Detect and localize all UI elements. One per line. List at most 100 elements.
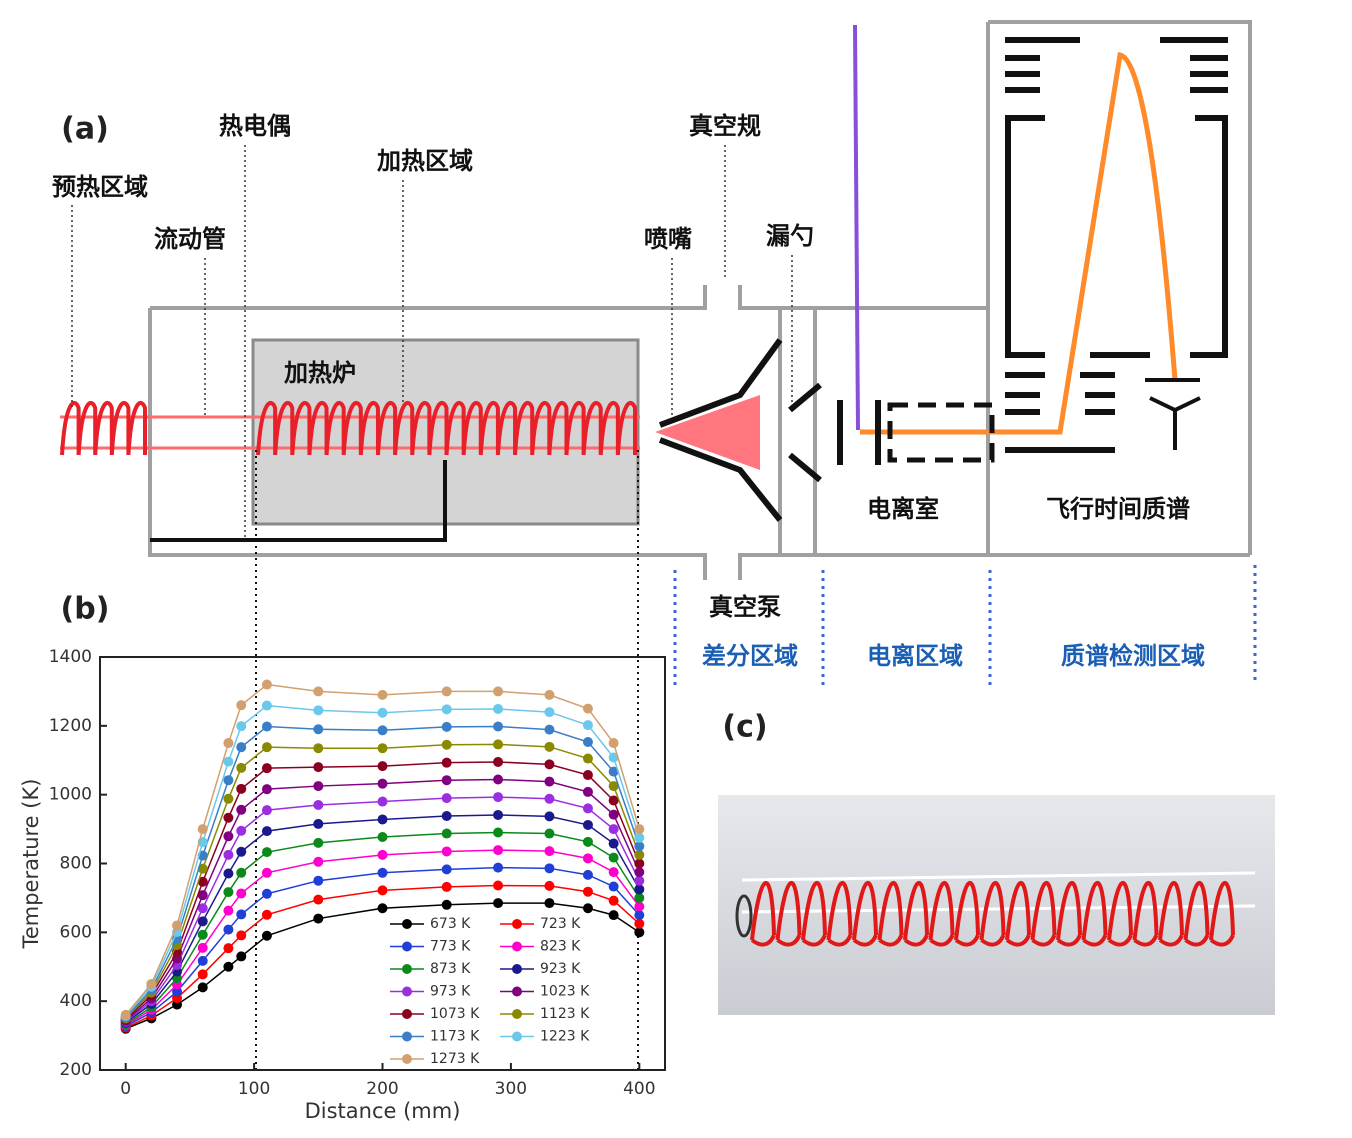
data-point [634, 910, 645, 921]
x-axis-label: Distance (mm) [305, 1099, 461, 1123]
data-point [441, 775, 452, 786]
data-point [261, 679, 272, 690]
data-point [493, 809, 504, 820]
region-divider [673, 565, 1257, 685]
data-point [236, 721, 247, 732]
data-point [236, 783, 247, 794]
coil-turns [60, 401, 147, 456]
guide-line [255, 450, 639, 1070]
data-point [544, 724, 555, 735]
data-point [223, 887, 234, 898]
data-point [441, 721, 452, 732]
legend-label: 1123 K [540, 1006, 590, 1022]
ion-optics [887, 402, 995, 463]
legend-label: 923 K [540, 961, 581, 977]
diagram-label: 流动管 [154, 225, 226, 253]
accelerator [1005, 372, 1115, 453]
data-point [582, 886, 593, 897]
data-point [582, 819, 593, 830]
data-point [377, 831, 388, 842]
diagram-label: 真空规 [689, 112, 761, 140]
beam-head [655, 395, 760, 470]
x-tick-label: 100 [238, 1079, 270, 1099]
data-point [261, 784, 272, 795]
data-point [223, 961, 234, 972]
diagram-label: 加热炉 [284, 359, 356, 387]
data-point [493, 703, 504, 714]
coil-turn [1132, 881, 1159, 947]
y-tick-label: 600 [60, 922, 92, 942]
data-point [261, 867, 272, 878]
data-point [236, 867, 247, 878]
legend-label: 973 K [430, 984, 471, 1000]
coil-turn [954, 881, 980, 947]
coil-turns [256, 401, 637, 456]
legend-label: 1223 K [540, 1029, 590, 1045]
legend-label: 1173 K [430, 1029, 480, 1045]
data-point [608, 766, 619, 777]
data-point [313, 743, 324, 754]
data-point [223, 793, 234, 804]
data-point [634, 892, 645, 903]
legend-marker [512, 1031, 522, 1042]
coil-turn [1183, 881, 1210, 947]
data-point [197, 890, 208, 901]
data-point [377, 778, 388, 789]
data-point [608, 881, 619, 892]
coil-turn [979, 881, 1006, 947]
diagram-label: 飞行时间质谱 [1046, 495, 1190, 523]
reflectron [1005, 37, 1228, 93]
data-point [223, 849, 234, 860]
y-tick-label: 400 [60, 991, 92, 1011]
data-point [313, 705, 324, 716]
data-point [120, 1009, 131, 1020]
legend-marker [512, 986, 522, 997]
x-tick-label: 400 [623, 1079, 655, 1099]
data-point [493, 862, 504, 873]
legend-label: 1273 K [430, 1051, 480, 1067]
y-tick-label: 1400 [49, 647, 92, 667]
coil-turn [1107, 881, 1133, 947]
data-point [236, 825, 247, 836]
data-point [236, 909, 247, 920]
data-point [608, 781, 619, 792]
data-point [261, 847, 272, 858]
diagram-label: 真空泵 [709, 593, 781, 621]
data-point [582, 737, 593, 748]
region-label: 差分区域 [702, 642, 798, 670]
diagram-label: 加热区域 [377, 147, 473, 175]
panel-c [718, 795, 1275, 1015]
data-point [261, 763, 272, 774]
data-point [493, 739, 504, 750]
data-point [582, 869, 593, 880]
data-point [544, 759, 555, 770]
data-point [313, 875, 324, 886]
reflectron [1005, 115, 1228, 358]
data-point [223, 868, 234, 879]
coil-turn [1030, 881, 1057, 947]
legend-label: 823 K [540, 939, 581, 955]
data-point [197, 955, 208, 966]
y-axis-label: Temperature (K) [19, 779, 43, 950]
data-point [544, 811, 555, 822]
data-point [261, 721, 272, 732]
coil-turn [877, 881, 904, 947]
coil-turn [750, 881, 776, 947]
data-point [608, 910, 619, 921]
data-point [441, 828, 452, 839]
data-point [223, 738, 234, 749]
legend-marker [402, 1009, 412, 1019]
data-point [582, 903, 593, 914]
coil-turn [852, 881, 878, 947]
data-point [197, 876, 208, 887]
data-point [261, 826, 272, 837]
data-point [377, 725, 388, 736]
data-point [197, 916, 208, 927]
data-point [608, 895, 619, 906]
diagram-label: 电离室 [867, 495, 939, 523]
y-tick-label: 200 [60, 1060, 92, 1080]
coil-turn [1056, 881, 1082, 947]
y-tick-label: 800 [60, 854, 92, 874]
detector [1145, 378, 1201, 450]
laser [853, 24, 860, 431]
